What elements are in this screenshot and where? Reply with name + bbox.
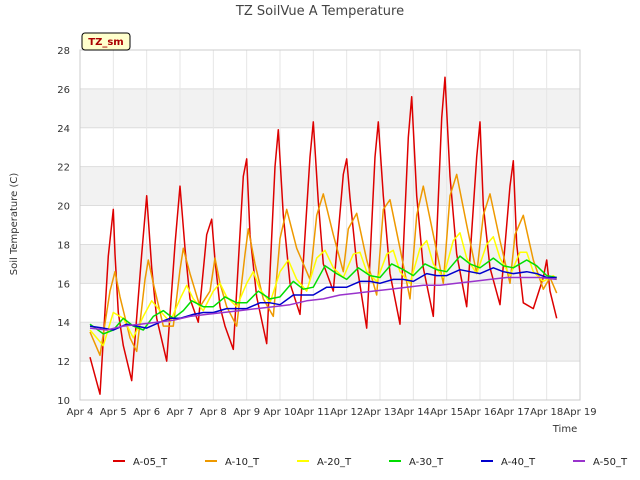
station-tag-box: [81, 32, 131, 51]
plot-band: [80, 244, 580, 284]
x-tick-label: Apr 6: [133, 407, 160, 418]
plot-band: [80, 166, 580, 206]
x-tick-label: Apr 11: [297, 407, 330, 418]
chart-title: TZ SoilVue A Temperature: [235, 4, 404, 19]
x-tick-label: Apr 14: [397, 407, 430, 418]
legend-label: A-50_T: [593, 457, 628, 468]
x-tick-label: Apr 8: [200, 407, 227, 418]
y-tick-label: 14: [57, 318, 70, 329]
x-tick-label: Apr 16: [463, 407, 496, 418]
y-tick-label: 26: [57, 85, 70, 96]
y-tick-label: 20: [57, 202, 70, 213]
x-tick-label: Apr 13: [363, 407, 396, 418]
x-tick-label: Apr 18: [530, 407, 563, 418]
x-tick-label: Apr 12: [330, 407, 363, 418]
series-line-a-05-t: [89, 76, 558, 395]
plot-frame: [79, 49, 581, 401]
x-tick-label: Apr 9: [233, 407, 260, 418]
series-line-a-10-t: [89, 173, 558, 357]
series-line-a-30-t: [89, 255, 557, 335]
legend-label: A-30_T: [409, 457, 444, 468]
series-layer: [89, 76, 558, 395]
x-tick-label: Apr 19: [563, 407, 596, 418]
plot-band: [80, 322, 580, 362]
x-tick-label: Apr 15: [430, 407, 463, 418]
legend-label: A-20_T: [317, 457, 352, 468]
series-line-a-20-t: [89, 232, 558, 347]
legend-label: A-10_T: [225, 457, 260, 468]
y-tick-label: 10: [57, 396, 70, 407]
legend-label: A-05_T: [133, 457, 168, 468]
y-tick-label: 24: [57, 124, 70, 135]
x-tick-label: Apr 7: [167, 407, 194, 418]
axes: 10 12 14 16 18 20 22 24 26 28 Apr 4 Apr 5 Apr 6 Apr 7…: [57, 46, 596, 418]
y-tick-label: 28: [57, 46, 70, 57]
y-tick-label: 22: [57, 163, 70, 174]
x-tick-label: Apr 17: [497, 407, 530, 418]
y-tick-label: 12: [57, 357, 70, 368]
plot-area: [80, 50, 580, 400]
legend: A-05_T A-10_T A-20_T A-30_T A-40_T A-50_T: [113, 457, 628, 468]
series-line-a-40-t: [89, 267, 557, 331]
x-tick-label: Apr 5: [100, 407, 127, 418]
x-tick-label: Apr 4: [67, 407, 94, 418]
station-tag-label: TZ_sm: [88, 37, 123, 48]
station-tag: TZ_sm: [81, 32, 131, 51]
series-line-a-50-t: [89, 276, 557, 331]
plot-band: [80, 88, 580, 128]
y-tick-label: 16: [57, 279, 70, 290]
y-tick-label: 18: [57, 240, 70, 251]
y-axis-title: Soil Temperature (C): [9, 173, 20, 276]
x-axis-title: Time: [552, 424, 577, 435]
x-tick-label: Apr 10: [263, 407, 296, 418]
legend-label: A-40_T: [501, 457, 536, 468]
